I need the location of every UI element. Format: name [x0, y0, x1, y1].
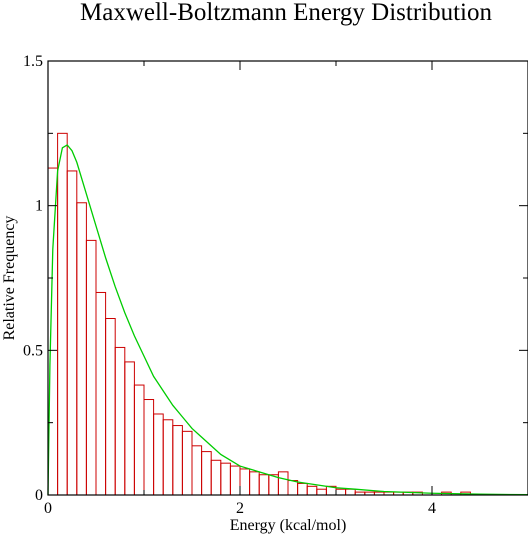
chart-title: Maxwell-Boltzmann Energy Distribution: [80, 0, 492, 26]
histogram-bar: [201, 451, 212, 496]
x-axis-label: Energy (kcal/mol): [230, 517, 347, 534]
y-axis-ticks: 0 0.5 1 1.5: [23, 53, 528, 504]
histogram-bar: [76, 202, 87, 496]
histogram-bar: [143, 399, 155, 496]
histogram-bar: [316, 488, 327, 496]
y-axis-label: Relative Frequency: [1, 216, 18, 341]
histogram-bar: [66, 170, 78, 496]
x-tick-label: 0: [44, 500, 52, 517]
x-axis-ticks: 0 2 4: [44, 61, 528, 517]
histogram-bar: [345, 488, 356, 496]
histogram-bar: [133, 384, 145, 496]
histogram-bar: [335, 488, 347, 496]
plot-frame: [47, 60, 528, 496]
histogram-bar: [47, 167, 59, 496]
histogram-bar: [297, 482, 308, 496]
histogram-bar: [191, 445, 203, 496]
histogram-bar: [277, 471, 289, 496]
histogram-bars: [47, 132, 471, 496]
y-tick-label: 1: [35, 198, 43, 215]
histogram-bar: [258, 474, 270, 496]
y-tick-label: 1.5: [23, 53, 43, 70]
y-tick-label: 0: [35, 487, 43, 504]
histogram-bar: [249, 471, 260, 496]
histogram-bar: [124, 361, 135, 496]
histogram-bar: [181, 430, 193, 496]
histogram-bar: [172, 425, 183, 496]
x-tick-label: 4: [428, 500, 436, 517]
histogram-bar: [306, 485, 318, 496]
y-tick-label: 0.5: [23, 342, 43, 359]
histogram-bar: [220, 462, 231, 496]
distribution-curve: [47, 144, 528, 496]
histogram-bar: [239, 468, 251, 496]
histogram-bar: [229, 465, 241, 496]
histogram-bar: [95, 291, 107, 496]
histogram-bar: [85, 239, 97, 496]
histogram-bar: [287, 480, 299, 496]
x-tick-label: 2: [236, 500, 244, 517]
histogram-bar: [105, 318, 116, 496]
histogram-bar: [57, 132, 68, 496]
histogram-bar: [162, 419, 174, 496]
histogram-bar: [114, 346, 126, 496]
histogram-bar: [210, 459, 222, 496]
histogram-bar: [153, 413, 164, 496]
